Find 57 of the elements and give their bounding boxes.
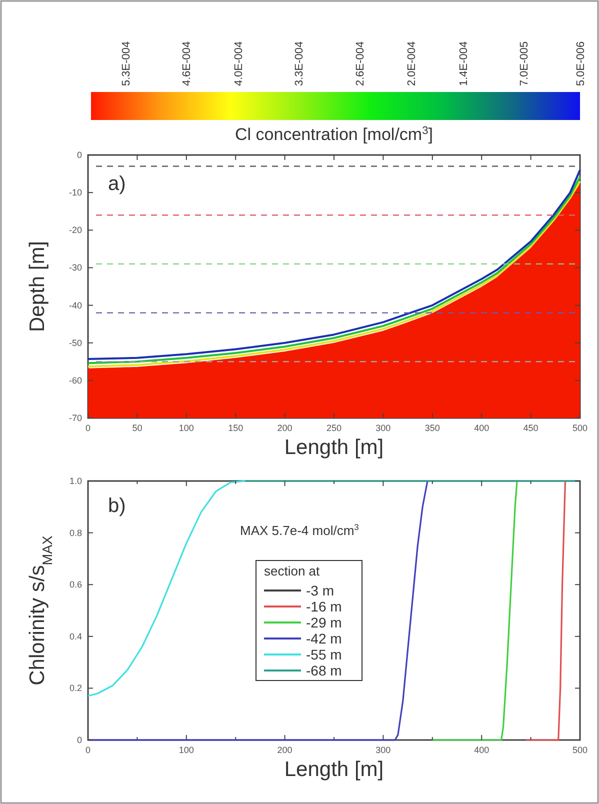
line-series xyxy=(87,480,428,741)
color-bar-label: 5.0E-006 xyxy=(575,41,587,86)
color-bar-label: 4.0E-004 xyxy=(233,41,246,86)
color-bar-label: 2.0E-004 xyxy=(406,41,418,86)
x-axis-title: Length [m] xyxy=(284,436,384,459)
y-tick-label: -20 xyxy=(68,225,82,236)
x-tick-label: 500 xyxy=(572,745,588,755)
color-bar-label: 1.4E-004 xyxy=(458,41,470,86)
x-tick-label: 0 xyxy=(85,423,91,433)
color-bar-title: Cl concentration [mol/cm$^{3}$] xyxy=(235,125,433,144)
x-axis-title: Length [m] xyxy=(284,758,384,781)
y-tick-label: 0 xyxy=(76,150,82,160)
color-bar-label: 3.3E-004 xyxy=(294,41,306,86)
x-tick-label: 300 xyxy=(376,423,391,433)
x-tick-label: 200 xyxy=(277,423,292,433)
legend-label: -68 m xyxy=(306,662,342,678)
y-tick-label: 1.0 xyxy=(69,476,82,486)
y-tick-label: -10 xyxy=(68,188,82,198)
color-bar-label: 4.6E-004 xyxy=(181,41,194,86)
y-tick-label: 0.6 xyxy=(69,580,82,590)
y-tick-label: 0 xyxy=(76,735,82,745)
annotation: b) xyxy=(108,495,126,517)
x-tick-label: 250 xyxy=(326,423,342,433)
y-tick-label: -40 xyxy=(68,300,82,310)
color-bar-label: 7.0E-005 xyxy=(518,41,531,86)
y-axis-title: Depth [m] xyxy=(26,240,49,332)
x-tick-label: 300 xyxy=(376,745,391,755)
x-tick-label: 400 xyxy=(474,423,490,433)
y-tick-label: -60 xyxy=(68,375,82,386)
x-tick-label: 0 xyxy=(85,745,91,755)
y-tick-label: -70 xyxy=(68,413,82,423)
x-tick-label: 350 xyxy=(424,423,440,433)
x-tick-label: 200 xyxy=(277,745,292,755)
annotation: MAX 5.7e-4 mol/cm$^{3}$ xyxy=(240,522,360,538)
x-tick-label: 150 xyxy=(228,423,244,433)
x-tick-label: 450 xyxy=(523,423,538,433)
annotation: a) xyxy=(108,173,126,195)
line-series xyxy=(432,480,518,741)
color-bar-label: 2.6E-004 xyxy=(354,41,366,86)
y-tick-label: -50 xyxy=(68,338,82,348)
legend-title: section at xyxy=(264,564,320,578)
y-tick-label: -30 xyxy=(68,262,82,273)
y-tick-label: 0.8 xyxy=(69,528,82,538)
legend-label: -42 m xyxy=(306,630,342,646)
x-tick-label: 100 xyxy=(178,423,194,433)
line-series xyxy=(525,480,566,741)
legend-label: -29 m xyxy=(306,614,342,630)
y-tick-label: 0.2 xyxy=(69,683,82,694)
x-tick-label: 400 xyxy=(474,745,490,755)
legend-label: -55 m xyxy=(306,646,342,662)
legend-label: -16 m xyxy=(306,598,342,614)
legend-label: -3 m xyxy=(306,582,334,598)
y-tick-label: 0.4 xyxy=(69,631,82,642)
x-tick-label: 50 xyxy=(132,423,142,433)
x-tick-label: 500 xyxy=(572,423,588,433)
color-bar-label: 5.3E-004 xyxy=(120,41,133,86)
x-tick-label: 100 xyxy=(178,745,194,755)
